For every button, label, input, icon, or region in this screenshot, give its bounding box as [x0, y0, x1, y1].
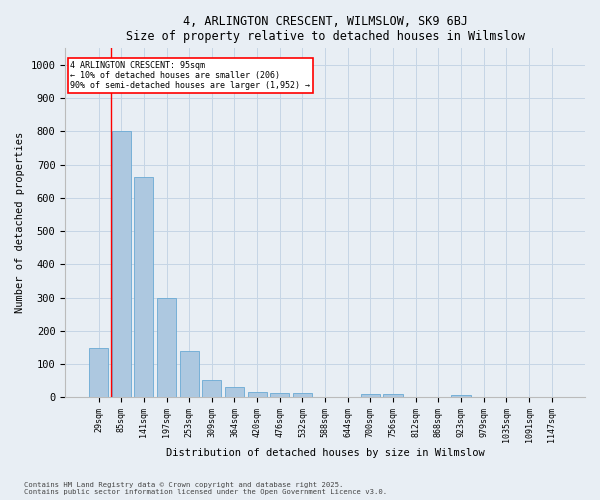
Bar: [270, 392, 289, 397]
Bar: [157, 298, 176, 397]
Bar: [225, 388, 244, 397]
Bar: [134, 177, 154, 397]
Bar: [383, 394, 403, 397]
Bar: [89, 348, 108, 397]
Text: Contains HM Land Registry data © Crown copyright and database right 2025.
Contai: Contains HM Land Registry data © Crown c…: [24, 482, 387, 495]
Bar: [293, 393, 312, 397]
Bar: [202, 380, 221, 397]
Bar: [179, 352, 199, 397]
Title: 4, ARLINGTON CRESCENT, WILMSLOW, SK9 6BJ
Size of property relative to detached h: 4, ARLINGTON CRESCENT, WILMSLOW, SK9 6BJ…: [125, 15, 524, 43]
Bar: [451, 395, 471, 397]
Bar: [112, 132, 131, 397]
Text: 4 ARLINGTON CRESCENT: 95sqm
← 10% of detached houses are smaller (206)
90% of se: 4 ARLINGTON CRESCENT: 95sqm ← 10% of det…: [70, 60, 310, 90]
Bar: [248, 392, 267, 397]
Y-axis label: Number of detached properties: Number of detached properties: [15, 132, 25, 314]
Bar: [361, 394, 380, 397]
X-axis label: Distribution of detached houses by size in Wilmslow: Distribution of detached houses by size …: [166, 448, 485, 458]
